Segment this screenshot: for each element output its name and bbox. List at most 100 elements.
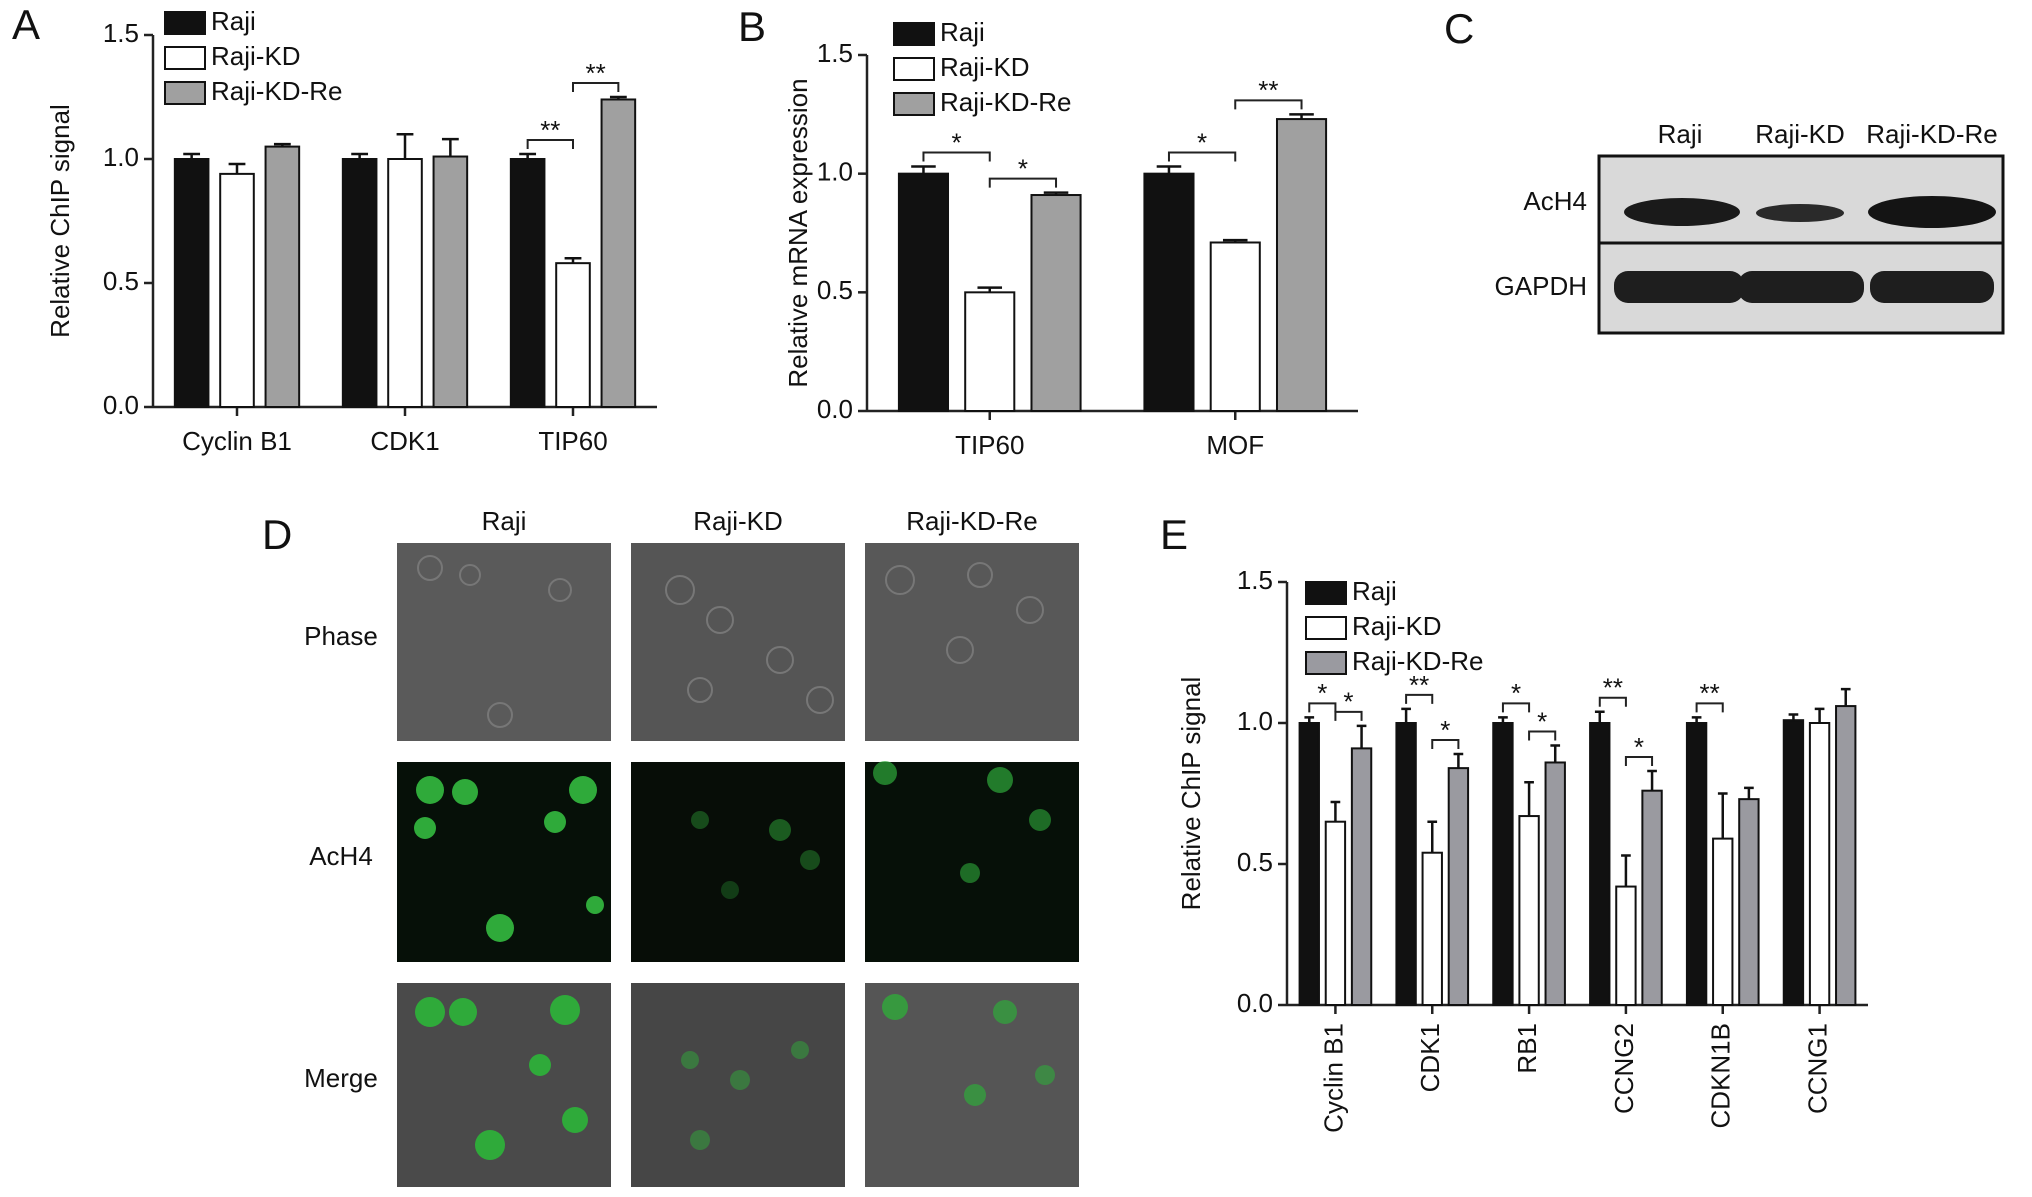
error-bar (1330, 800, 1341, 822)
error-bar (1788, 713, 1799, 721)
significance-bracket (1308, 702, 1337, 713)
bar (600, 98, 637, 408)
blot-band (1870, 271, 1994, 303)
legend-label: Raji-KD-Re (940, 87, 1071, 117)
significance-bracket (1431, 739, 1460, 750)
image-column-label: Raji-KD-Re (906, 506, 1037, 536)
error-bar (1524, 780, 1534, 817)
error-bar (396, 132, 414, 159)
y-tick-label: 0.5 (1237, 847, 1273, 877)
error-bar (273, 142, 291, 147)
significance-bracket (1234, 99, 1303, 110)
significance-bracket (1405, 693, 1434, 704)
image-column-label: Raji (482, 506, 527, 536)
legend-label: Raji-KD (211, 41, 301, 71)
y-axis-label: Relative ChIP signal (45, 104, 75, 338)
microscopy-panel: Raji Raji-KD Raji-KD-Re Phase AcH4 Merge (304, 506, 1079, 1187)
cells (417, 555, 1044, 728)
significance-label: * (1440, 715, 1450, 745)
y-tick-label: 0.0 (103, 390, 139, 420)
error-bar (1691, 716, 1702, 723)
x-tick-label: CDK1 (370, 426, 439, 456)
bar (1324, 820, 1347, 1007)
bar (1518, 815, 1540, 1006)
x-tick-label: RB1 (1512, 1023, 1542, 1074)
error-bar (1289, 113, 1314, 120)
error-bar (1814, 707, 1825, 723)
x-tick-label: CDK1 (1415, 1023, 1445, 1092)
blot-column-label: Raji-KD (1755, 119, 1845, 149)
bar (387, 158, 423, 408)
error-bar (1621, 854, 1631, 887)
legend-label: Raji (1352, 576, 1397, 606)
y-tick-label: 1.0 (1237, 706, 1273, 736)
significance-label: ** (1258, 75, 1278, 105)
bar (1447, 767, 1470, 1006)
bar (1209, 241, 1261, 412)
bar (1395, 722, 1417, 1006)
legend-swatch (1305, 581, 1347, 605)
significance-label: * (1018, 154, 1028, 184)
bar (1685, 722, 1708, 1006)
bar (1712, 837, 1734, 1006)
bar (1143, 172, 1195, 412)
error-bar (609, 95, 627, 100)
y-tick-label: 0.0 (1237, 988, 1273, 1018)
error-bar (564, 256, 582, 264)
y-axis-label: Relative ChIP signal (1176, 677, 1206, 911)
error-bar (977, 286, 1003, 293)
significance-bracket (572, 82, 620, 92)
error-bar (1453, 752, 1464, 769)
bar (1030, 194, 1082, 412)
error-bar (1550, 744, 1561, 763)
error-bar (1840, 687, 1851, 707)
significance-bracket (922, 151, 991, 162)
significance-bracket (526, 139, 574, 150)
significance-label: * (1343, 687, 1353, 717)
significance-label: * (952, 127, 962, 157)
legend-swatch (893, 57, 935, 81)
bar (432, 155, 469, 408)
bar (1808, 722, 1831, 1006)
error-bar (1427, 820, 1438, 853)
bar (1835, 705, 1857, 1007)
blot-column-label: Raji-KD-Re (1866, 119, 1997, 149)
x-tick-label: TIP60 (538, 426, 607, 456)
y-tick-label: 1.0 (103, 142, 139, 172)
panel-label: C (1444, 5, 1474, 52)
error-bar (1594, 710, 1605, 723)
significance-bracket (1695, 702, 1724, 713)
significance-label: * (1317, 678, 1327, 708)
y-tick-label: 1.5 (1237, 565, 1273, 595)
error-bar (1304, 716, 1315, 723)
bar (341, 158, 378, 408)
blot-band (1868, 196, 1996, 228)
panel-label: A (12, 1, 40, 48)
significance-bracket (1501, 702, 1531, 713)
blot-band (1624, 198, 1740, 226)
significance-label: ** (1700, 678, 1720, 708)
x-tick-label: Cyclin B1 (182, 426, 292, 456)
blot-column-label: Raji (1658, 119, 1703, 149)
error-bar (1647, 769, 1657, 791)
legend-label: Raji (211, 6, 256, 36)
legend-label: Raji-KD-Re (1352, 646, 1483, 676)
legend-swatch (1305, 651, 1347, 675)
error-bar (1498, 716, 1508, 723)
error-bar (1043, 191, 1069, 196)
blot-band (1614, 271, 1744, 303)
bar (1782, 719, 1805, 1006)
bar (1738, 798, 1760, 1007)
legend-swatch (893, 92, 935, 116)
y-tick-label: 1.5 (817, 38, 853, 68)
x-tick-label: MOF (1206, 430, 1264, 460)
bar (1641, 789, 1663, 1006)
significance-label: ** (1409, 670, 1429, 700)
error-bar (228, 162, 246, 174)
significance-bracket (1598, 696, 1627, 707)
bar (1492, 722, 1514, 1006)
image-row-label: Phase (304, 621, 378, 651)
bar (555, 262, 591, 408)
significance-bracket (1624, 755, 1654, 766)
legend-label: Raji-KD-Re (211, 76, 342, 106)
